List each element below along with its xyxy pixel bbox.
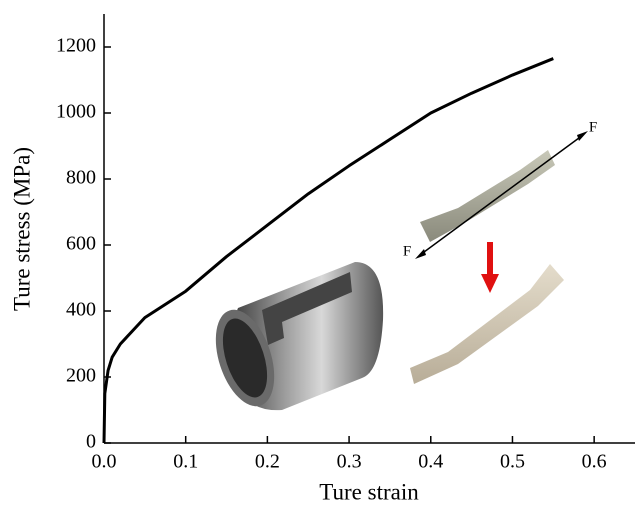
x-axis-title: Ture strain bbox=[319, 479, 419, 504]
x-tick-label: 0.4 bbox=[418, 451, 443, 473]
x-tick-label: 0.0 bbox=[92, 451, 117, 473]
y-axis-title: Ture stress (MPa) bbox=[9, 147, 34, 311]
x-tick-label: 0.1 bbox=[173, 451, 198, 473]
x-tick-label: 0.5 bbox=[500, 451, 525, 473]
x-tick-label: 0.3 bbox=[337, 451, 362, 473]
y-tick-label: 1200 bbox=[56, 35, 96, 57]
y-tick-label: 400 bbox=[66, 299, 96, 321]
red-arrow bbox=[481, 242, 499, 293]
y-tick-label: 0 bbox=[86, 431, 96, 453]
specimen-after-photo bbox=[410, 264, 564, 384]
specimen-before-photo bbox=[420, 150, 555, 242]
x-tick-label: 0.2 bbox=[255, 451, 280, 473]
annotation: F bbox=[589, 119, 597, 135]
annotation: F bbox=[403, 243, 411, 259]
line-series bbox=[102, 57, 554, 444]
y-tick-label: 200 bbox=[66, 365, 96, 387]
cylinder-photo bbox=[215, 262, 384, 411]
y-tick-label: 1000 bbox=[56, 101, 96, 123]
x-tick-label: 0.6 bbox=[582, 451, 607, 473]
y-tick-label: 800 bbox=[66, 167, 96, 189]
force-arrow bbox=[415, 131, 588, 259]
y-tick-label: 600 bbox=[66, 233, 96, 255]
